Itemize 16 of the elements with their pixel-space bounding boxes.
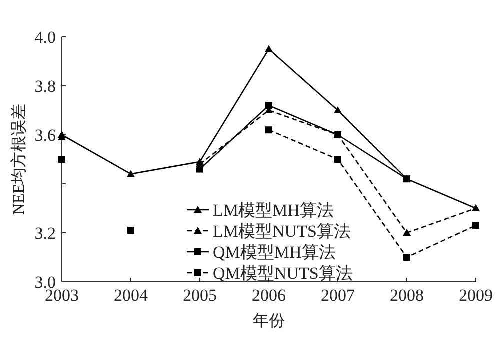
x-tick-label: 2005 [183,286,217,305]
x-tick-label: 2007 [321,286,356,305]
x-tick-label: 2006 [252,286,286,305]
x-tick-label: 2008 [390,286,424,305]
y-tick-label: 3.2 [34,224,56,243]
y-tick-label: 3.6 [34,126,56,145]
x-axis-title: 年份 [253,313,285,330]
y-tick-label: 3.8 [34,77,56,96]
legend-label: LM模型MH算法 [213,201,334,220]
y-tick-label: 4.0 [34,28,56,47]
legend-label: QM模型NUTS算法 [213,264,353,283]
x-tick-label: 2009 [459,286,493,305]
y-axis-title: NEE均方根误差 [10,104,28,216]
legend-label: QM模型MH算法 [213,243,336,262]
x-tick-label: 2004 [114,286,148,305]
legend-label: LM模型NUTS算法 [213,222,351,241]
